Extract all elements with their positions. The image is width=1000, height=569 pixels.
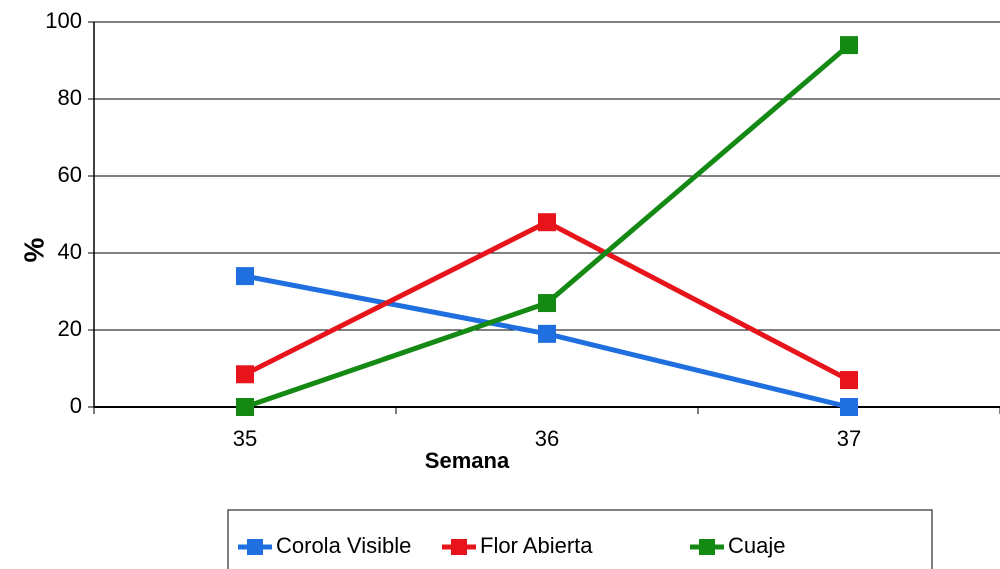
point-marker: [236, 365, 254, 384]
legend-marker: [247, 539, 263, 555]
y-tick-label: 60: [58, 162, 82, 187]
legend-box: [227, 509, 933, 569]
point-marker: [538, 294, 556, 313]
legend-label: Corola Visible: [276, 533, 411, 558]
point-marker: [840, 398, 858, 416]
x-axis-label: Semana: [425, 448, 510, 473]
x-tick-label: 35: [233, 426, 257, 451]
x-tick-label: 37: [837, 426, 861, 451]
legend-marker: [699, 539, 715, 555]
point-marker: [840, 36, 858, 55]
point-marker: [236, 267, 254, 286]
y-tick-label: 40: [58, 239, 82, 264]
x-tick-label: 36: [535, 426, 559, 451]
legend-label: Flor Abierta: [480, 533, 593, 558]
point-marker: [236, 398, 254, 416]
point-marker: [538, 213, 556, 232]
legend-marker: [451, 539, 467, 555]
y-tick-label: 20: [58, 316, 82, 341]
y-tick-label: 80: [58, 85, 82, 110]
y-axis-label: %: [18, 237, 49, 262]
y-tick-label: 0: [70, 393, 82, 418]
y-tick-label: 100: [45, 8, 82, 33]
legend-label: Cuaje: [728, 533, 785, 558]
point-marker: [840, 371, 858, 390]
point-marker: [538, 324, 556, 343]
